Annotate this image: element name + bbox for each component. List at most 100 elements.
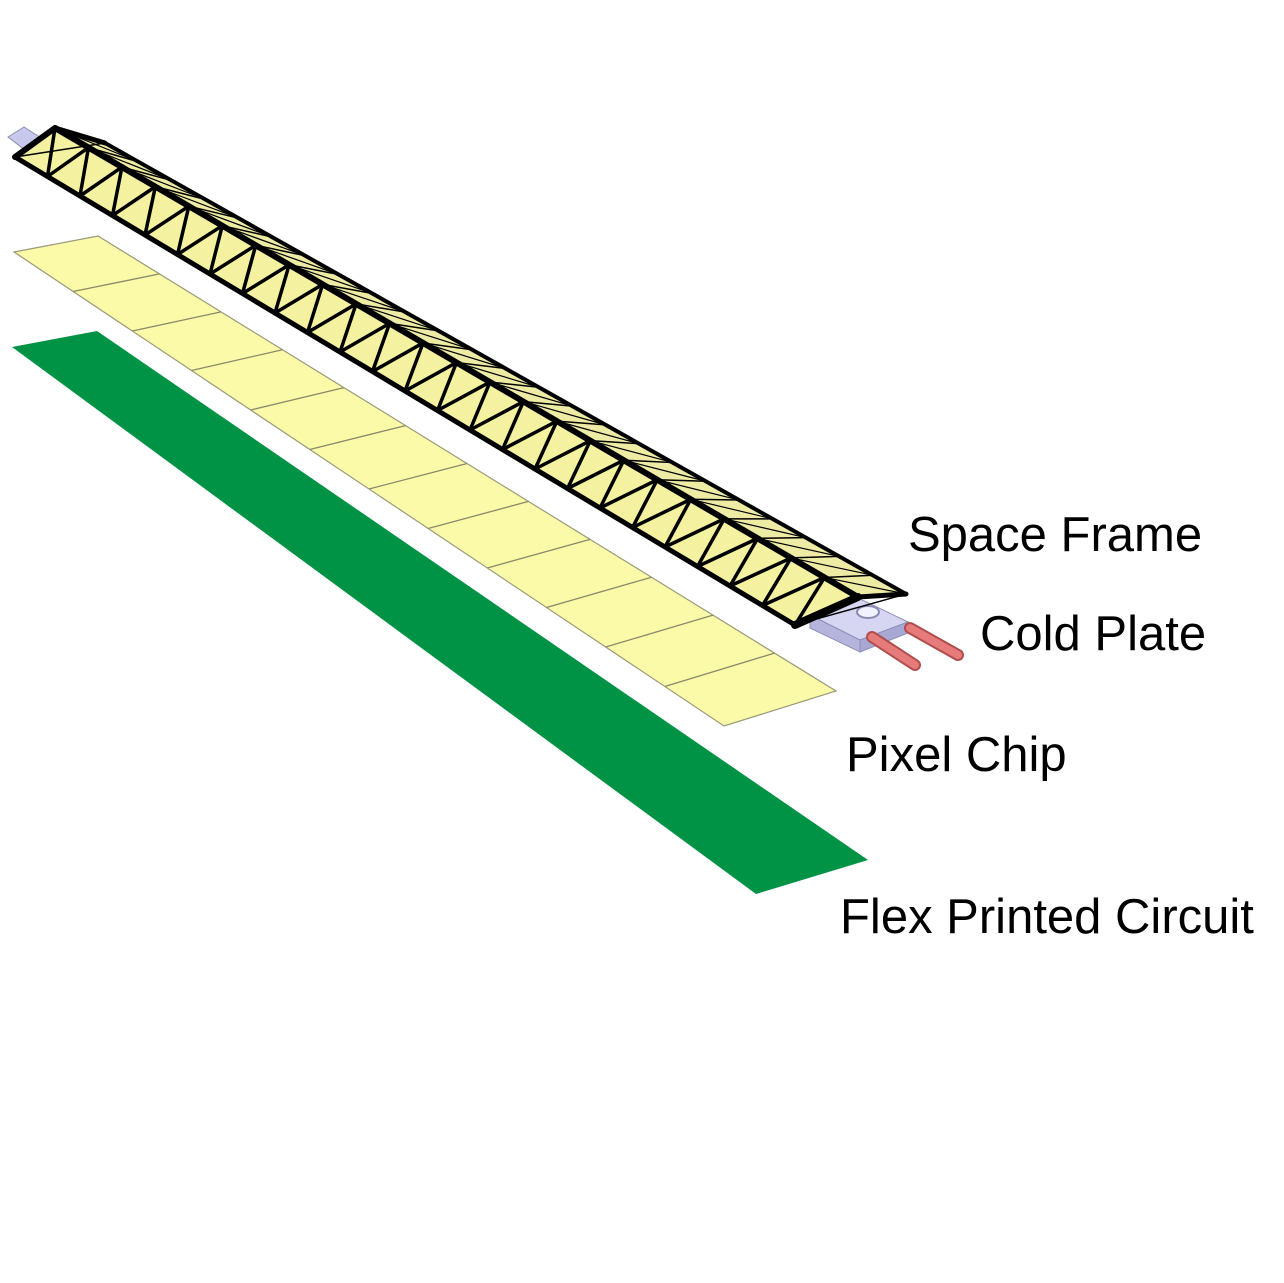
space-frame-strut [45,145,91,179]
space-frame-diagonal [823,576,907,595]
space-frame-ridge [52,125,861,600]
space-frame-diagonal [305,282,325,335]
space-frame-strut [500,419,559,452]
label-flex-printed-circuit: Flex Printed Circuit [840,890,1254,944]
space-frame-diagonal [565,438,593,491]
space-frame-strut [175,223,225,257]
cold-plate-hole [856,605,880,619]
space-frame-strut [403,360,459,393]
space-frame-strut [422,342,473,351]
space-frame-diagonal [370,321,392,374]
pixel-chip-divider [191,349,283,372]
space-frame-diagonal [45,126,57,179]
pixel-chip-divider [546,576,652,609]
cooling-pipe-2 [906,624,962,659]
space-frame-strut [273,282,325,315]
space-frame-diagonal [793,575,827,627]
pixel-chip-divider [368,462,468,490]
space-frame-strut [78,165,124,198]
flex-printed-circuit [12,331,868,894]
space-frame-left-rail [12,154,798,628]
pixel-chip-dividers [73,273,775,688]
space-frame-diagonal [489,381,573,407]
space-frame-strut [522,400,573,407]
space-frame-diagonal [598,458,626,510]
label-space-frame: Space Frame [908,508,1202,562]
space-frame-end-left [12,125,58,160]
pixel-chip-divider [487,538,591,569]
space-frame-diagonal [623,459,707,482]
space-frame-far-end-left [791,593,862,629]
label-cold-plate: Cold Plate [980,607,1206,661]
space-frame-diagonal [790,557,874,576]
space-frame-strut [598,478,659,510]
pixel-chip-divider [132,311,222,332]
pixel-chip-divider [309,424,406,451]
space-frame-strut [455,361,507,370]
space-frame-diagonal [723,518,807,539]
space-frame-strut [656,479,707,482]
space-frame-diagonal [208,223,225,276]
space-frame-diagonal [656,479,740,501]
pixel-chip-divider [427,500,529,530]
space-frame-diagonal [757,537,840,558]
space-frame-diagonal [690,498,774,520]
space-frame-strut [435,380,492,413]
space-frame-strut [823,574,874,579]
space-frame-diagonal [355,303,440,332]
pixel-chip-outline [12,235,838,727]
space-frame-diagonal [338,302,358,354]
space-frame-strut [756,536,807,540]
space-frame-diagonal [422,342,507,370]
space-frame-strut [565,458,626,491]
space-frame-diagonal [143,184,158,237]
pixel-chip-divider [605,614,714,648]
space-frame-diagonal [455,361,540,388]
space-frame-diagonal [175,204,191,257]
space-frame-diagonal [533,419,559,471]
space-frame-far-end-right [855,591,909,600]
space-frame-strut [370,341,425,374]
space-frame-diagonal [760,556,793,608]
space-frame-strut [388,322,440,332]
pixel-chip-strip [12,235,838,727]
space-frame-diagonal [110,165,124,218]
space-frame-diagonal [556,420,640,445]
space-frame [12,125,909,629]
pixel-chip-divider [250,387,345,411]
space-frame-strut [338,321,392,354]
label-pixel-chip: Pixel Chip [846,728,1067,782]
space-frame-diagonal [273,263,291,315]
space-frame-diagonal [435,360,459,413]
space-frame-diagonal [663,497,693,549]
space-frame-strut [790,555,840,559]
space-frame-strut [728,556,793,588]
space-frame-diagonal [468,380,492,432]
space-frame-strut [489,381,540,389]
space-frame-strut [533,438,593,471]
space-frame-strut [630,497,693,530]
space-frame-struts [13,126,907,627]
space-frame-strut [240,263,291,296]
space-frame-strut [468,399,526,432]
space-frame-diagonal [630,478,659,530]
space-frame-strut [589,439,640,445]
space-frame-diagonal [78,145,91,198]
space-frame-diagonal [388,322,473,351]
space-frame-strut [623,459,674,464]
space-frame-strut [689,498,740,501]
space-frame-diagonal [695,517,726,569]
space-frame-diagonal [728,536,760,588]
pixel-chip-divider [73,273,160,293]
cooling-pipes [866,622,964,671]
space-frame-diagonal [522,400,607,426]
cooling-pipe-1 [868,633,919,669]
space-frame-right-rail [103,141,908,596]
space-frame-end-right [52,125,108,146]
space-frame-diagonal [240,243,258,296]
space-frame-strut [208,243,258,276]
flex-printed-circuit-strip [12,331,868,894]
space-frame-strut [695,536,760,569]
space-frame-diagonal [403,341,425,393]
